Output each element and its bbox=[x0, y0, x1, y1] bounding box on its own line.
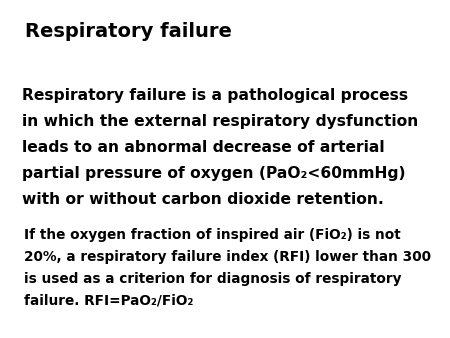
Text: is used as a criterion for diagnosis of respiratory: is used as a criterion for diagnosis of … bbox=[24, 272, 401, 286]
Text: If the oxygen fraction of inspired air (FiO₂) is not: If the oxygen fraction of inspired air (… bbox=[24, 228, 401, 242]
Text: Respiratory failure: Respiratory failure bbox=[25, 22, 232, 41]
Text: leads to an abnormal decrease of arterial: leads to an abnormal decrease of arteria… bbox=[22, 140, 385, 155]
Text: 20%, a respiratory failure index (RFI) lower than 300: 20%, a respiratory failure index (RFI) l… bbox=[24, 250, 431, 264]
Text: partial pressure of oxygen (PaO₂<60mmHg): partial pressure of oxygen (PaO₂<60mmHg) bbox=[22, 166, 405, 181]
Text: failure. RFI=PaO₂/FiO₂: failure. RFI=PaO₂/FiO₂ bbox=[24, 294, 194, 308]
Text: with or without carbon dioxide retention.: with or without carbon dioxide retention… bbox=[22, 192, 384, 207]
Text: in which the external respiratory dysfunction: in which the external respiratory dysfun… bbox=[22, 114, 418, 129]
Text: Respiratory failure is a pathological process: Respiratory failure is a pathological pr… bbox=[22, 88, 408, 103]
